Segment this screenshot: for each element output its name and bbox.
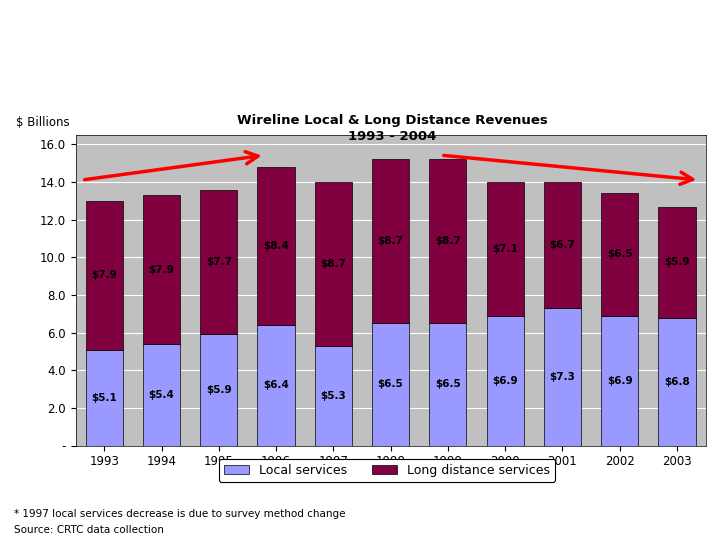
Bar	[601, 193, 639, 316]
Text: 1993 - 2004: 1993 - 2004	[348, 130, 436, 143]
Text: $5.4: $5.4	[148, 390, 174, 400]
Bar	[487, 182, 523, 316]
Text: $7.7: $7.7	[206, 257, 232, 267]
Bar	[658, 206, 696, 318]
Text: $5.9: $5.9	[664, 257, 690, 267]
Text: $7.1: $7.1	[492, 244, 518, 254]
Text: $ Billions: $ Billions	[16, 116, 69, 129]
Text: $6.8: $6.8	[664, 376, 690, 387]
Text: $6.4: $6.4	[263, 380, 289, 390]
Text: $6.5: $6.5	[378, 379, 403, 389]
Text: $8.7: $8.7	[378, 237, 403, 246]
Text: Local & Long Distance Revenue, 1993 - 2004: Local & Long Distance Revenue, 1993 - 20…	[29, 85, 480, 104]
Bar	[315, 182, 352, 346]
Bar	[86, 201, 123, 349]
Bar	[429, 323, 467, 445]
Bar	[487, 316, 523, 446]
Bar	[544, 308, 581, 446]
Bar	[544, 182, 581, 308]
Text: $7.3: $7.3	[549, 372, 575, 382]
Text: Wireline Local & Long Distance Revenues: Wireline Local & Long Distance Revenues	[237, 114, 548, 127]
Text: $5.1: $5.1	[91, 393, 117, 402]
Bar	[315, 346, 352, 446]
Text: Wireline Communications: Wireline Communications	[22, 33, 460, 62]
Bar	[200, 334, 238, 446]
Text: $7.9: $7.9	[91, 270, 117, 280]
Text: $6.9: $6.9	[492, 376, 518, 386]
Text: $7.9: $7.9	[148, 265, 174, 274]
Text: $8.7: $8.7	[320, 259, 346, 269]
Bar	[258, 325, 294, 446]
Text: $5.9: $5.9	[206, 385, 232, 395]
Text: $6.5: $6.5	[435, 379, 461, 389]
Bar	[143, 344, 180, 446]
Bar	[372, 323, 409, 445]
Text: $8.7: $8.7	[435, 237, 461, 246]
Bar	[86, 349, 123, 445]
Bar	[658, 318, 696, 446]
Text: $6.9: $6.9	[607, 376, 632, 386]
Bar	[372, 159, 409, 323]
Bar	[258, 167, 294, 325]
Text: * 1997 local services decrease is due to survey method change: * 1997 local services decrease is due to…	[14, 509, 346, 519]
Bar	[143, 195, 180, 344]
Bar	[200, 190, 238, 334]
Bar	[429, 159, 467, 323]
Text: Source: CRTC data collection: Source: CRTC data collection	[14, 525, 164, 535]
Bar	[601, 316, 639, 446]
Text: $5.3: $5.3	[320, 390, 346, 401]
Text: $6.5: $6.5	[607, 249, 633, 260]
Text: $8.4: $8.4	[263, 241, 289, 251]
Text: $6.7: $6.7	[549, 240, 575, 250]
Legend: Local services, Long distance services: Local services, Long distance services	[219, 459, 555, 482]
